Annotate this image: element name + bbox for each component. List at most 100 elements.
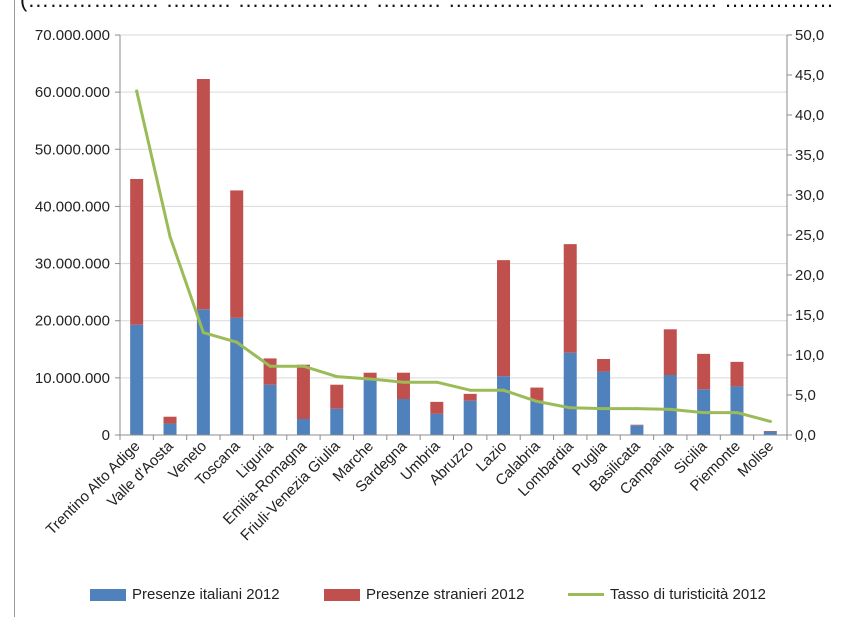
tasso-point	[435, 380, 439, 384]
tasso-point	[502, 388, 506, 392]
left-tick-label: 70.000.000	[35, 27, 110, 44]
bar-italiani	[130, 324, 144, 435]
left-tick-label: 10.000.000	[35, 370, 110, 387]
right-tick-label: 30,0	[795, 187, 824, 204]
left-tick-label: 30.000.000	[35, 256, 110, 273]
legend-swatch-stranieri	[324, 588, 360, 601]
bar-stranieri	[497, 260, 511, 377]
tasso-point	[368, 377, 372, 381]
tasso-point	[668, 407, 672, 411]
left-tick-label: 0	[102, 427, 110, 444]
bar-stranieri	[396, 372, 410, 399]
bar-italiani	[363, 380, 377, 435]
tasso-point	[535, 399, 539, 403]
legend-label-tasso: Tasso di turisticità 2012	[610, 586, 766, 603]
bar-stranieri	[563, 244, 577, 353]
bar-stranieri	[463, 393, 477, 401]
axes	[119, 35, 788, 436]
tasso-point	[568, 406, 572, 410]
right-tick-label: 45,0	[795, 67, 824, 84]
right-axis-ticks: 0,0 5,0 10,0 15,0 20,0 25,0 30,0 35,0 40,0 45,0 50…	[787, 27, 824, 444]
x-tick-label: Molise	[734, 438, 777, 481]
tasso-point	[301, 364, 305, 368]
bar-italiani	[163, 423, 177, 435]
gridlines	[120, 34, 787, 436]
left-tick-label: 40.000.000	[35, 198, 110, 215]
bar-stranieri	[130, 179, 144, 325]
tasso-point	[602, 407, 606, 411]
bar-italiani	[330, 408, 344, 435]
bar-stranieri	[296, 364, 310, 419]
tasso-point	[735, 411, 739, 415]
bar-italiani	[763, 431, 777, 435]
tasso-point	[168, 235, 172, 239]
legend-item-italiani: Presenze italiani 2012	[90, 586, 280, 603]
legend-label-stranieri: Presenze stranieri 2012	[366, 586, 525, 603]
legend-item-stranieri: Presenze stranieri 2012	[324, 586, 524, 603]
right-tick-label: 10,0	[795, 347, 824, 364]
bar-italiani	[597, 371, 611, 435]
bar-stranieri	[430, 401, 444, 414]
bar-italiani	[296, 419, 310, 435]
tasso-point	[468, 388, 472, 392]
bars	[130, 79, 777, 435]
bar-italiani	[230, 317, 244, 435]
legend: Presenze italiani 2012 Presenze stranier…	[0, 586, 842, 608]
bar-stranieri	[163, 416, 177, 424]
right-tick-label: 50,0	[795, 27, 824, 44]
tasso-point	[635, 407, 639, 411]
right-tick-label: 20,0	[795, 267, 824, 284]
bar-stranieri	[330, 384, 344, 409]
right-tick-label: 0,0	[795, 427, 816, 444]
tasso-point	[235, 340, 239, 344]
right-tick-label: 5,0	[795, 387, 816, 404]
bar-italiani	[463, 400, 477, 435]
left-tick-label: 60.000.000	[35, 84, 110, 101]
tasso-line	[135, 89, 772, 423]
left-tick-label: 20.000.000	[35, 313, 110, 330]
chart-plot: 0 10.000.000 20.000.000 30.000.000 40.000.00…	[35, 27, 824, 544]
bar-italiani	[563, 352, 577, 435]
tasso-point	[702, 411, 706, 415]
bar-italiani	[730, 386, 744, 435]
bar-italiani	[263, 384, 277, 435]
bar-stranieri	[363, 372, 377, 381]
bar-italiani	[630, 425, 644, 435]
tasso-point	[201, 331, 205, 335]
bar-stranieri	[763, 431, 777, 432]
tasso-point	[268, 364, 272, 368]
bar-italiani	[430, 413, 444, 435]
tasso-point	[401, 380, 405, 384]
bar-italiani	[663, 375, 677, 435]
left-axis-ticks: 0 10.000.000 20.000.000 30.000.000 40.000.00…	[35, 27, 120, 444]
right-tick-label: 35,0	[795, 147, 824, 164]
legend-swatch-tasso	[568, 593, 604, 596]
bar-stranieri	[530, 387, 544, 401]
right-tick-label: 40,0	[795, 107, 824, 124]
bar-italiani	[530, 400, 544, 435]
bar-stranieri	[730, 361, 744, 387]
tasso-point	[335, 375, 339, 379]
tasso-point	[135, 89, 139, 93]
bar-italiani	[497, 376, 511, 435]
right-tick-label: 15,0	[795, 307, 824, 324]
legend-item-tasso: Tasso di turisticità 2012	[568, 586, 766, 603]
bar-stranieri	[597, 359, 611, 372]
bar-italiani	[196, 309, 210, 435]
right-tick-label: 25,0	[795, 227, 824, 244]
line-series	[135, 89, 772, 423]
bar-stranieri	[663, 329, 677, 375]
chart-title: (……………… ……… ……………… ……… ……………………… ……… …………	[20, 0, 840, 13]
bar-stranieri	[630, 424, 644, 426]
legend-swatch-italiani	[90, 588, 126, 601]
left-tick-label: 50.000.000	[35, 141, 110, 158]
bar-stranieri	[230, 190, 244, 318]
tasso-point	[768, 419, 772, 423]
left-border	[14, 0, 15, 617]
bar-italiani	[396, 399, 410, 435]
bar-stranieri	[697, 353, 711, 390]
bar-stranieri	[196, 79, 210, 310]
legend-label-italiani: Presenze italiani 2012	[132, 586, 280, 603]
